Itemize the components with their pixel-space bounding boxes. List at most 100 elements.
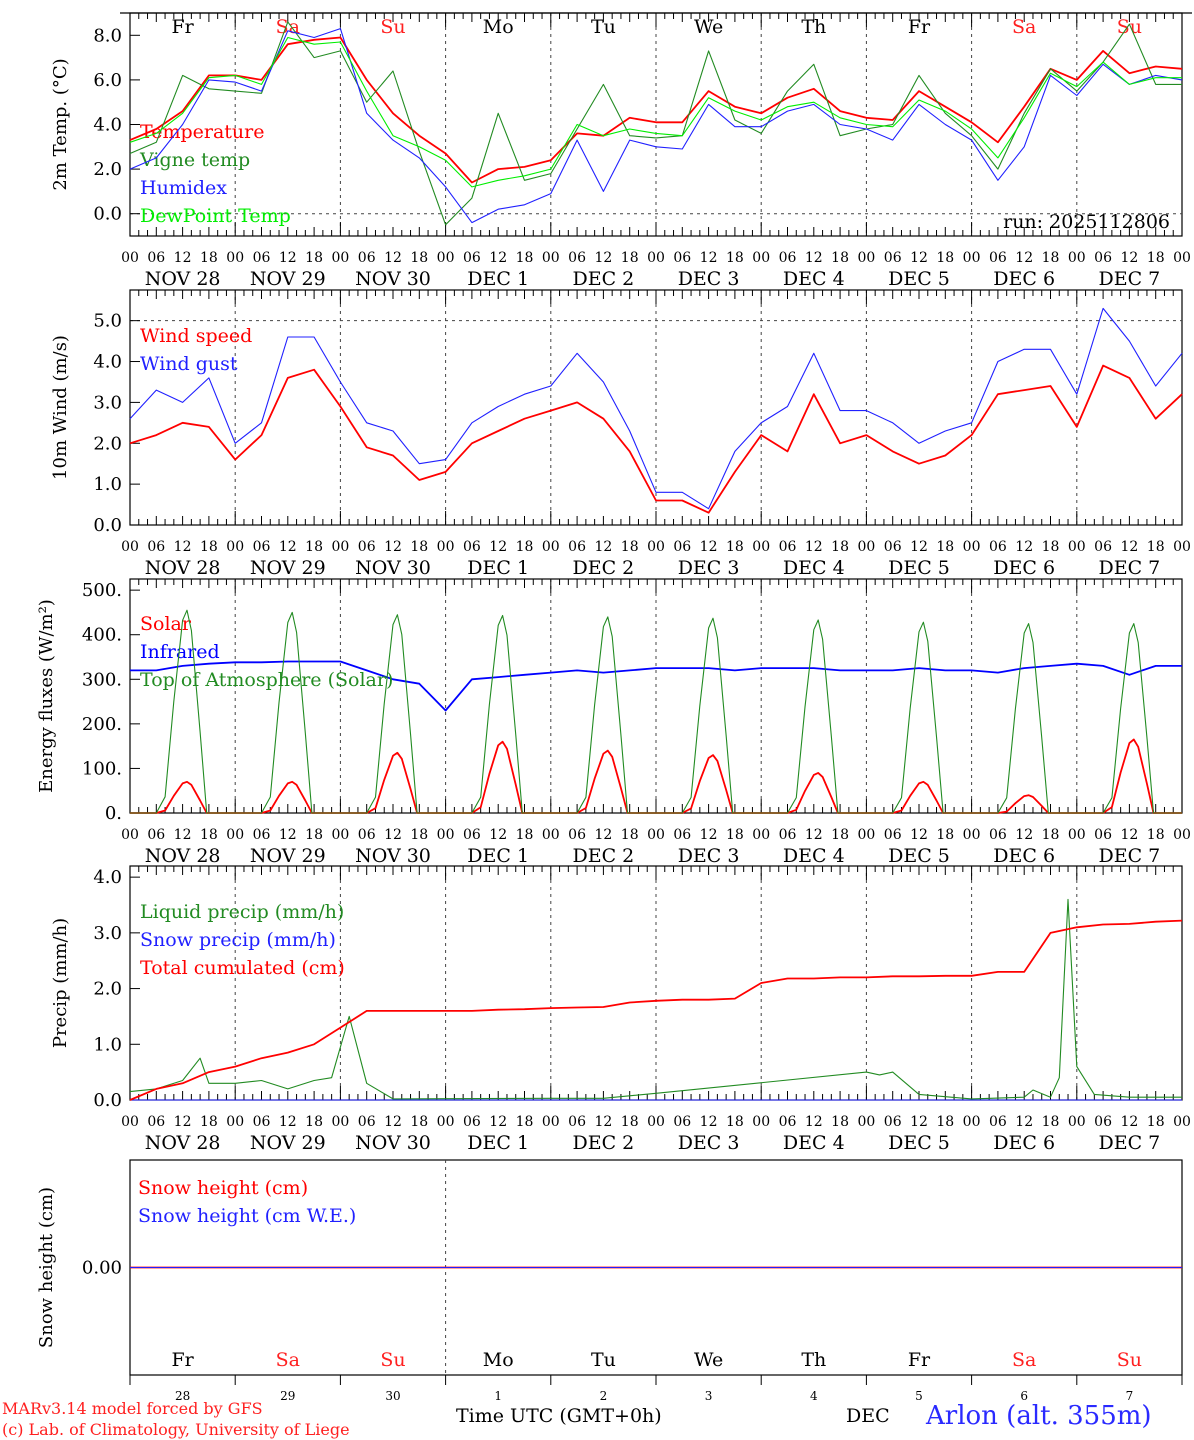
x-tick-label: 18 xyxy=(831,539,849,555)
series-line-humidex xyxy=(129,28,1183,224)
y-tick-label: 4.0 xyxy=(93,115,122,136)
x-tick-label: 00 xyxy=(331,1114,349,1130)
day-number: 1 xyxy=(494,1389,502,1403)
x-tick-label: 12 xyxy=(594,1114,612,1130)
date-label: DEC 2 xyxy=(573,268,635,290)
x-tick-label: 12 xyxy=(279,827,297,843)
x-tick-label: 12 xyxy=(384,539,402,555)
x-tick-label: 06 xyxy=(779,1114,797,1130)
date-label: NOV 29 xyxy=(250,1132,326,1154)
x-tick-label: 18 xyxy=(936,827,954,843)
x-tick-label: 18 xyxy=(305,539,323,555)
day-name: Fr xyxy=(171,1349,194,1371)
legend-entry: Snow precip (mm/h) xyxy=(140,929,336,951)
date-label: DEC 2 xyxy=(573,1132,635,1154)
legend-entry: Liquid precip (mm/h) xyxy=(140,901,344,923)
series-line-vigne-temp xyxy=(129,21,1182,226)
date-label: DEC 1 xyxy=(467,1132,529,1154)
day-number: 2 xyxy=(600,1389,608,1403)
month-label: DEC xyxy=(846,1405,890,1427)
day-number: 4 xyxy=(810,1389,818,1403)
x-tick-label: 12 xyxy=(910,1114,928,1130)
station-label: Arlon (alt. 355m) xyxy=(926,1401,1152,1431)
series-line-infrared xyxy=(130,660,1182,712)
x-tick-label: 06 xyxy=(147,1114,165,1130)
x-tick-label: 00 xyxy=(1173,1114,1191,1130)
date-label: NOV 30 xyxy=(355,845,431,867)
x-tick-label: 18 xyxy=(621,827,639,843)
x-tick-label: 12 xyxy=(489,827,507,843)
date-label: DEC 4 xyxy=(783,1132,845,1154)
day-name: Su xyxy=(1117,1349,1142,1371)
date-label: DEC 6 xyxy=(993,557,1055,579)
x-tick-label: 06 xyxy=(779,827,797,843)
x-tick-label: 12 xyxy=(910,539,928,555)
legend-entry: Temperature xyxy=(140,121,264,143)
x-tick-label: 12 xyxy=(384,1114,402,1130)
legend-entry: Infrared xyxy=(140,641,220,663)
x-tick-label: 18 xyxy=(1147,827,1165,843)
day-name: Fr xyxy=(171,16,194,38)
x-tick-label: 00 xyxy=(857,539,875,555)
x-tick-label: 18 xyxy=(936,1114,954,1130)
x-tick-label: 00 xyxy=(331,250,349,266)
legend-entry: Wind speed xyxy=(140,325,252,347)
x-tick-label: 12 xyxy=(1120,1114,1138,1130)
date-label: DEC 6 xyxy=(993,845,1055,867)
x-tick-label: 18 xyxy=(305,250,323,266)
x-tick-label: 06 xyxy=(673,1114,691,1130)
x-tick-label: 00 xyxy=(963,827,981,843)
day-name: Th xyxy=(801,1349,826,1371)
series-line-total-cumulated-cm- xyxy=(129,919,1183,1101)
x-tick-label: 12 xyxy=(1015,827,1033,843)
x-tick-label: 12 xyxy=(489,250,507,266)
x-tick-label: 12 xyxy=(384,827,402,843)
x-tick-label: 00 xyxy=(226,1114,244,1130)
date-label: DEC 1 xyxy=(467,268,529,290)
x-tick-label: 00 xyxy=(1173,539,1191,555)
x-tick-label: 06 xyxy=(147,827,165,843)
x-tick-label: 00 xyxy=(121,827,139,843)
y-tick-label: 0.00 xyxy=(82,1258,122,1279)
x-tick-label: 06 xyxy=(358,1114,376,1130)
legend-entry: Solar xyxy=(140,613,192,635)
date-label: NOV 30 xyxy=(355,557,431,579)
lab-credit: (c) Lab. of Climatology, University of L… xyxy=(2,1420,350,1439)
x-tick-label: 00 xyxy=(1068,539,1086,555)
x-tick-label: 00 xyxy=(437,539,455,555)
x-tick-label: 12 xyxy=(174,250,192,266)
x-tick-label: 12 xyxy=(279,539,297,555)
date-label: NOV 29 xyxy=(250,845,326,867)
x-tick-label: 00 xyxy=(857,827,875,843)
x-tick-label: 18 xyxy=(410,250,428,266)
x-tick-label: 18 xyxy=(305,1114,323,1130)
x-tick-label: 18 xyxy=(1042,250,1060,266)
x-tick-label: 12 xyxy=(700,539,718,555)
day-name: Sa xyxy=(1012,1349,1036,1371)
x-tick-label: 18 xyxy=(1042,539,1060,555)
legend-entry: Humidex xyxy=(140,177,227,199)
x-tick-label: 06 xyxy=(673,827,691,843)
series-line-dewpoint-temp xyxy=(129,36,1182,188)
legend-entry: Wind gust xyxy=(140,353,238,375)
date-label: DEC 4 xyxy=(783,268,845,290)
x-tick-label: 00 xyxy=(542,250,560,266)
x-tick-label: 00 xyxy=(121,539,139,555)
x-tick-label: 06 xyxy=(989,1114,1007,1130)
x-tick-label: 00 xyxy=(226,539,244,555)
x-tick-label: 18 xyxy=(1147,250,1165,266)
day-number: 30 xyxy=(385,1389,400,1403)
x-tick-label: 06 xyxy=(358,539,376,555)
y-tick-label: 500. xyxy=(82,580,122,601)
x-tick-label: 18 xyxy=(621,250,639,266)
x-tick-label: 18 xyxy=(200,827,218,843)
y-tick-label: 6.0 xyxy=(93,70,122,91)
x-tick-label: 06 xyxy=(989,250,1007,266)
x-tick-label: 06 xyxy=(779,539,797,555)
x-tick-label: 00 xyxy=(226,827,244,843)
x-tick-label: 06 xyxy=(779,250,797,266)
x-tick-label: 00 xyxy=(647,827,665,843)
x-tick-label: 06 xyxy=(568,250,586,266)
day-number: 7 xyxy=(1126,1389,1134,1403)
y-axis-label: Precip (mm/h) xyxy=(50,918,71,1048)
